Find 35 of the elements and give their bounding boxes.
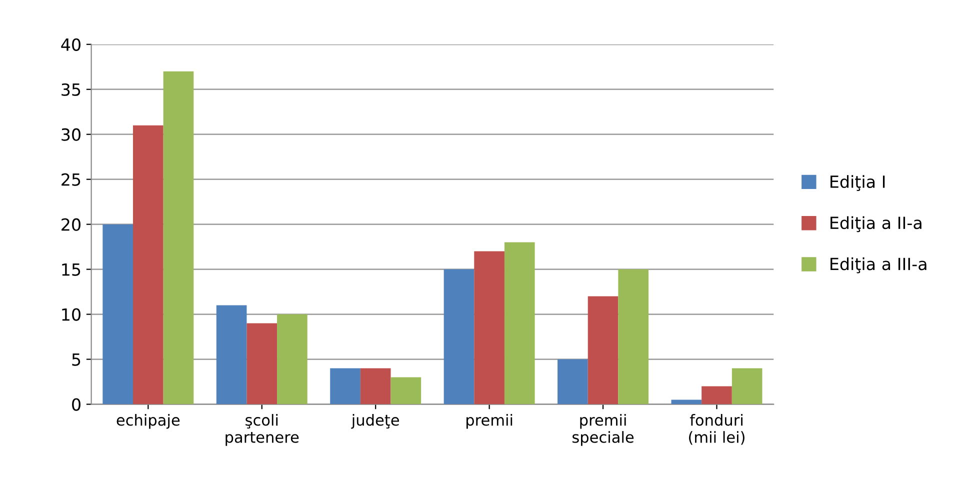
bar bbox=[132, 125, 164, 404]
legend-label: Ediţia a II-a bbox=[830, 216, 922, 232]
bar bbox=[474, 251, 504, 404]
bar bbox=[702, 386, 732, 404]
x-tick-label: premii speciale bbox=[572, 414, 634, 446]
y-tick-label: 25 bbox=[62, 173, 80, 186]
bar bbox=[588, 296, 618, 404]
y-tick-label: 15 bbox=[62, 263, 80, 276]
x-tick-label: echipaje bbox=[116, 414, 180, 429]
bar bbox=[558, 359, 588, 404]
x-tick-label: premii bbox=[466, 414, 512, 429]
y-tick-label: 5 bbox=[72, 353, 80, 366]
bar bbox=[360, 368, 391, 404]
y-tick-label: 20 bbox=[62, 218, 80, 231]
bar bbox=[732, 368, 762, 404]
legend-label: Ediţia I bbox=[830, 175, 885, 191]
bar bbox=[246, 323, 278, 404]
bar bbox=[390, 377, 422, 404]
y-tick-label: 40 bbox=[61, 38, 80, 51]
bar bbox=[504, 242, 535, 404]
x-tick-label: fonduri (mii lei) bbox=[689, 414, 744, 445]
bar bbox=[163, 71, 194, 404]
bar bbox=[277, 314, 308, 404]
x-tick-label: judeţe bbox=[351, 414, 399, 429]
bar bbox=[618, 269, 649, 404]
y-tick-label: 10 bbox=[62, 308, 80, 321]
bar bbox=[330, 368, 360, 404]
y-tick-label: 35 bbox=[62, 83, 80, 96]
bar bbox=[444, 269, 474, 404]
y-tick-label: 0 bbox=[72, 398, 80, 411]
bar bbox=[102, 224, 133, 404]
x-tick-label: şcoli partenere bbox=[226, 414, 299, 446]
bar bbox=[216, 305, 247, 404]
legend-label: Ediţia a III-a bbox=[830, 257, 926, 274]
y-tick-label: 30 bbox=[62, 128, 80, 141]
